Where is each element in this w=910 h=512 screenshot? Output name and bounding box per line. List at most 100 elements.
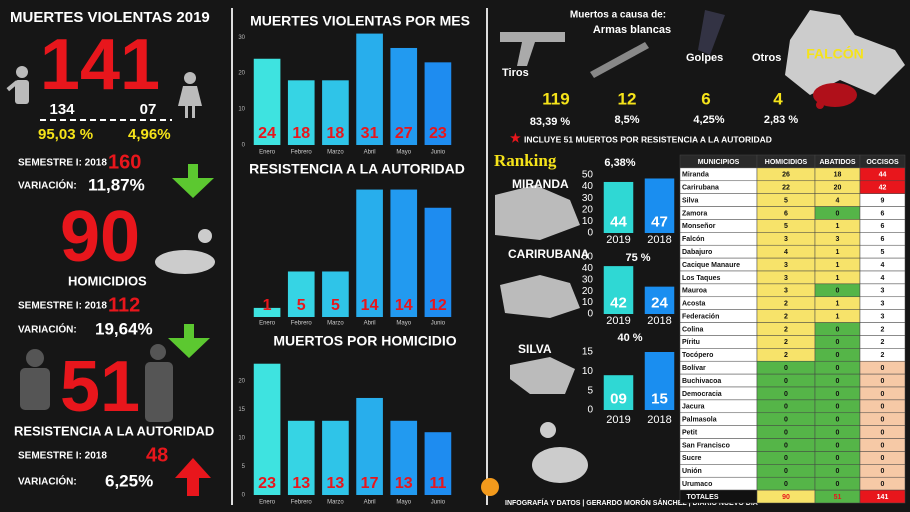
section-name: HOMICIDIOS — [68, 273, 147, 288]
cause-count: 6 — [701, 89, 710, 108]
y-tick-label: 30 — [582, 274, 594, 285]
x-tick-label: Abril — [364, 500, 376, 506]
bar — [253, 363, 281, 495]
semester-label: SEMESTRE I: 2018 — [18, 158, 107, 169]
table-text: 2 — [881, 352, 885, 359]
bar — [322, 80, 349, 145]
big-number: 51 — [60, 347, 140, 427]
y-tick-label: 10 — [582, 216, 594, 227]
table-text: Silva — [682, 197, 698, 204]
bar — [424, 62, 452, 145]
table-text: 90 — [782, 494, 790, 501]
x-tick-label: Febrero — [291, 150, 313, 156]
table-text: 0 — [784, 404, 788, 411]
table-text: 0 — [836, 391, 840, 398]
table-text: 3 — [784, 288, 788, 295]
table-text: Falcón — [682, 236, 705, 243]
x-tick-label: Febrero — [291, 500, 313, 506]
bar — [603, 266, 634, 314]
value-label: 09 — [610, 390, 627, 407]
table-text: 0 — [836, 378, 840, 385]
table-text: 3 — [881, 288, 885, 295]
table-text: Dabajuro — [682, 249, 712, 256]
value-label: 14 — [395, 297, 413, 314]
value-label: 5 — [331, 297, 340, 314]
cause-pct: 4,25% — [693, 114, 724, 126]
table-text: 0 — [784, 455, 788, 462]
table-text: Bolívar — [682, 365, 706, 372]
value-label: 11 — [429, 475, 446, 492]
table-text: 2 — [784, 326, 788, 333]
x-tick-label: Enero — [259, 321, 276, 327]
bar — [424, 432, 452, 495]
table-text: Píritu — [682, 339, 700, 346]
down-arrow — [168, 324, 210, 358]
y-tick-label: 40 — [582, 263, 594, 274]
map-shape — [510, 357, 575, 394]
table-text: 4 — [881, 262, 885, 269]
table-text: Acosta — [682, 301, 705, 308]
value-label: 1 — [263, 297, 272, 314]
value-label: 24 — [258, 125, 276, 142]
table-text: 0 — [881, 429, 885, 436]
table-text: 0 — [881, 481, 885, 488]
semester-value: 160 — [108, 151, 141, 173]
bar — [322, 271, 349, 317]
bar — [390, 420, 418, 495]
value-label: 13 — [327, 475, 345, 492]
table-text: 0 — [881, 417, 885, 424]
value-label: 12 — [429, 297, 447, 314]
table-text: 0 — [881, 455, 885, 462]
table-text: Federación — [682, 313, 719, 320]
bar — [287, 271, 315, 317]
chart-title: MUERTOS POR HOMICIDIO — [273, 333, 456, 349]
cause-name: Tiros — [502, 67, 529, 79]
table-text: 2 — [784, 352, 788, 359]
bar — [644, 352, 675, 410]
x-tick-label: Mayo — [396, 150, 411, 156]
x-tick-label: Marzo — [327, 500, 344, 506]
table-text: 0 — [784, 481, 788, 488]
x-tick-label: Abril — [364, 150, 376, 156]
chart-title: SILVA — [518, 342, 552, 356]
value-label: 47 — [651, 213, 668, 230]
table-text: 0 — [836, 404, 840, 411]
table-text: 0 — [881, 391, 885, 398]
table-text: 20 — [834, 185, 842, 192]
table-text: OCCISOS — [866, 159, 899, 166]
map-shape — [500, 275, 580, 318]
x-tick-label: Abril — [364, 321, 376, 327]
down-arrow — [172, 164, 214, 198]
y-tick-label: 15 — [238, 407, 245, 413]
y-tick-label: 10 — [238, 435, 245, 441]
table-text: 2 — [784, 339, 788, 346]
table-text: 3 — [784, 275, 788, 282]
x-tick-label: 2019 — [606, 414, 630, 426]
table-text: 2 — [881, 326, 885, 333]
table-text: 1 — [836, 301, 840, 308]
table-text: Monseñor — [682, 223, 716, 230]
y-tick-label: 10 — [238, 107, 245, 113]
table-text: 0 — [836, 210, 840, 217]
note: INCLUYE 51 MUERTOS POR RESISTENCIA A LA … — [524, 134, 772, 144]
woman-icon — [178, 72, 202, 118]
table-text: 5 — [784, 197, 788, 204]
y-tick-label: 10 — [582, 366, 594, 377]
table-text: Mauroa — [682, 288, 707, 295]
table-text: Urumaco — [682, 481, 712, 488]
bar — [287, 420, 315, 495]
table-text: 0 — [881, 378, 885, 385]
table-text: 0 — [836, 365, 840, 372]
title: MUERTES VIOLENTAS 2019 — [10, 9, 210, 26]
cause-count: 12 — [618, 89, 637, 108]
table-text: 0 — [836, 429, 840, 436]
table-text: 2 — [784, 313, 788, 320]
bar — [390, 47, 418, 145]
men-pct: 95,03 % — [38, 126, 93, 143]
value-label: 27 — [395, 125, 413, 142]
value-label: 14 — [361, 297, 379, 314]
police-icon — [20, 344, 173, 422]
y-tick-label: 10 — [582, 297, 594, 308]
bar — [287, 80, 315, 145]
y-tick-label: 30 — [238, 35, 245, 41]
